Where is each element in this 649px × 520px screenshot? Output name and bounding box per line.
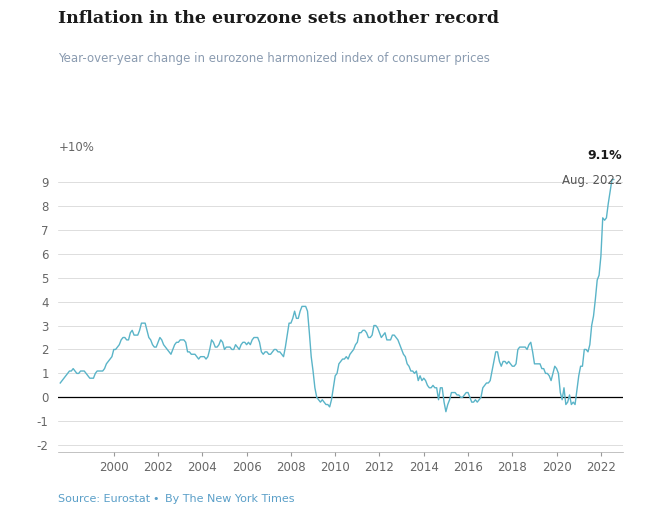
Text: Inflation in the eurozone sets another record: Inflation in the eurozone sets another r… — [58, 10, 500, 28]
Text: •: • — [153, 495, 159, 504]
Text: +10%: +10% — [58, 141, 94, 154]
Text: By The New York Times: By The New York Times — [165, 495, 295, 504]
Text: Source: Eurostat: Source: Eurostat — [58, 495, 151, 504]
Text: Year-over-year change in eurozone harmonized index of consumer prices: Year-over-year change in eurozone harmon… — [58, 52, 490, 65]
Text: Aug. 2022: Aug. 2022 — [561, 174, 622, 187]
Text: 9.1%: 9.1% — [587, 149, 622, 162]
